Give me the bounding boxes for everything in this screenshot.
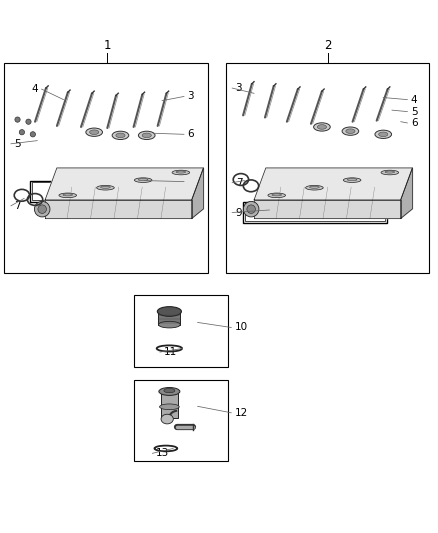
Ellipse shape: [134, 178, 152, 182]
Ellipse shape: [343, 178, 361, 182]
Text: 10: 10: [235, 322, 248, 333]
Ellipse shape: [161, 414, 173, 424]
Text: 1: 1: [103, 39, 111, 52]
Ellipse shape: [347, 179, 357, 181]
Ellipse shape: [138, 179, 148, 181]
Circle shape: [38, 205, 46, 213]
Text: 6: 6: [411, 118, 417, 128]
Circle shape: [244, 201, 259, 217]
Ellipse shape: [164, 389, 175, 393]
Circle shape: [15, 117, 20, 122]
Circle shape: [247, 205, 255, 213]
Ellipse shape: [176, 171, 186, 173]
Polygon shape: [401, 168, 413, 219]
Text: 12: 12: [235, 408, 248, 418]
Ellipse shape: [385, 171, 395, 173]
Ellipse shape: [157, 306, 181, 316]
Bar: [30, 181, 167, 201]
Text: 7: 7: [14, 201, 21, 211]
Ellipse shape: [375, 130, 392, 139]
Text: 5: 5: [411, 107, 417, 117]
Ellipse shape: [138, 131, 155, 140]
Bar: [4, 63, 208, 273]
Circle shape: [26, 119, 31, 124]
Ellipse shape: [112, 131, 129, 140]
Ellipse shape: [159, 404, 179, 410]
Ellipse shape: [306, 185, 323, 190]
Text: 2: 2: [324, 39, 332, 52]
Ellipse shape: [310, 186, 319, 188]
Ellipse shape: [172, 170, 190, 175]
Polygon shape: [254, 168, 413, 200]
Bar: [32, 182, 166, 200]
Text: 3: 3: [236, 83, 242, 93]
Ellipse shape: [116, 133, 125, 138]
Ellipse shape: [159, 387, 180, 395]
Ellipse shape: [314, 123, 330, 131]
Polygon shape: [45, 168, 204, 200]
Text: 4: 4: [32, 84, 38, 94]
Text: 9: 9: [236, 207, 242, 217]
Text: 7: 7: [236, 177, 242, 188]
Bar: [159, 311, 180, 325]
Ellipse shape: [342, 127, 359, 135]
Bar: [226, 63, 429, 273]
Text: 3: 3: [187, 92, 194, 101]
Ellipse shape: [142, 133, 151, 138]
Polygon shape: [192, 168, 204, 219]
Ellipse shape: [381, 170, 399, 175]
Ellipse shape: [90, 130, 99, 134]
Circle shape: [30, 132, 35, 137]
Ellipse shape: [59, 193, 77, 198]
Text: 5: 5: [14, 139, 21, 149]
Ellipse shape: [101, 186, 110, 188]
Ellipse shape: [268, 193, 286, 198]
Text: 6: 6: [187, 130, 194, 139]
Text: 11: 11: [163, 347, 177, 357]
Bar: [134, 381, 228, 462]
Polygon shape: [254, 200, 401, 219]
Bar: [134, 295, 228, 367]
Text: 8: 8: [187, 176, 194, 187]
Ellipse shape: [346, 129, 355, 133]
Text: 4: 4: [411, 95, 417, 104]
Circle shape: [35, 201, 50, 217]
Bar: [245, 204, 385, 221]
Bar: [161, 391, 178, 418]
Ellipse shape: [272, 194, 282, 196]
Ellipse shape: [63, 194, 73, 196]
Text: 13: 13: [156, 448, 169, 458]
Polygon shape: [45, 200, 192, 219]
Bar: [243, 201, 387, 223]
Ellipse shape: [159, 321, 180, 328]
Ellipse shape: [86, 128, 102, 136]
Ellipse shape: [318, 125, 326, 129]
Circle shape: [19, 130, 25, 135]
Ellipse shape: [97, 185, 114, 190]
Ellipse shape: [379, 132, 388, 136]
